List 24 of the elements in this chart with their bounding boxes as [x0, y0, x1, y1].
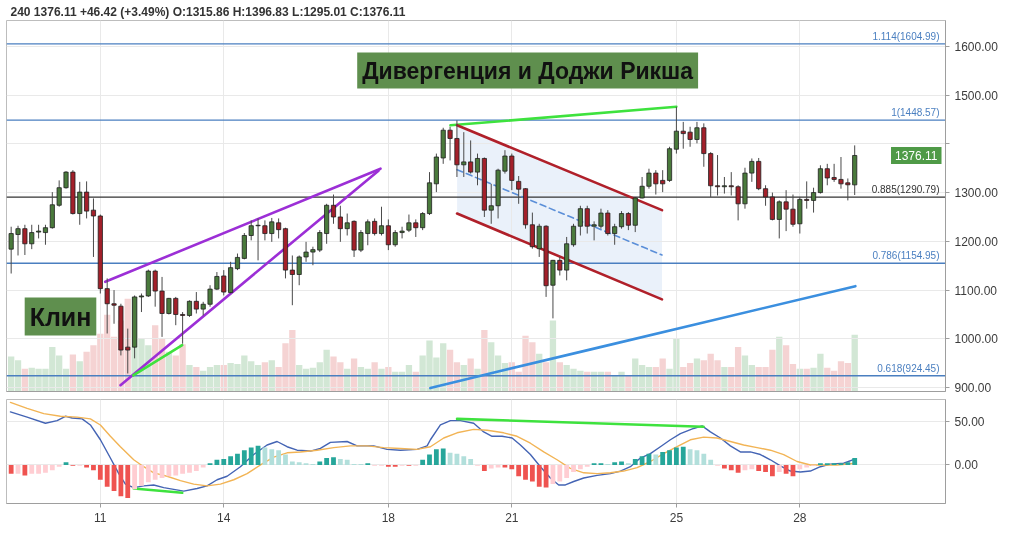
y-tick-label: 900.00 [954, 381, 992, 396]
ref-line-label: 0.786(1154.95) [872, 250, 940, 262]
ref-line-label: 1(1448.57) [891, 107, 940, 119]
ref-line-label: 0.618(924.45) [877, 362, 940, 374]
text: Дивергенция и Доджи Рикша [362, 57, 694, 84]
y-tick-label: 1600.00 [954, 39, 999, 54]
y-tick-label: 1000.00 [954, 332, 999, 347]
annotation: Клин [29, 302, 92, 331]
ref-line-label: 0.885(1290.79) [871, 184, 940, 196]
x-tick-label: 14 [217, 510, 231, 525]
x-tick-label: 21 [505, 510, 519, 525]
y-tick-label: 1100.00 [954, 283, 998, 298]
x-tick-label: 11 [94, 510, 107, 525]
ref-line-label: 1.114(1604.99) [872, 30, 940, 42]
y-tick-label: 1500.00 [954, 88, 999, 103]
y-tick-label: 50.00 [954, 415, 985, 429]
x-tick-label: 25 [669, 510, 684, 525]
y-tick-label: 0.00 [954, 458, 979, 473]
annotation: 1376.11 [895, 148, 938, 163]
y-tick-label: 1300.00 [954, 186, 999, 201]
chart-subtitle: 240 1376.11 +46.42 (+3.49%) O:1315.86 H:1396.83 L:1295.01 C:1376.11 [10, 4, 406, 19]
y-tick-label: 1200.00 [954, 234, 999, 249]
x-tick-label: 28 [793, 510, 807, 525]
x-tick-label: 18 [381, 510, 396, 525]
